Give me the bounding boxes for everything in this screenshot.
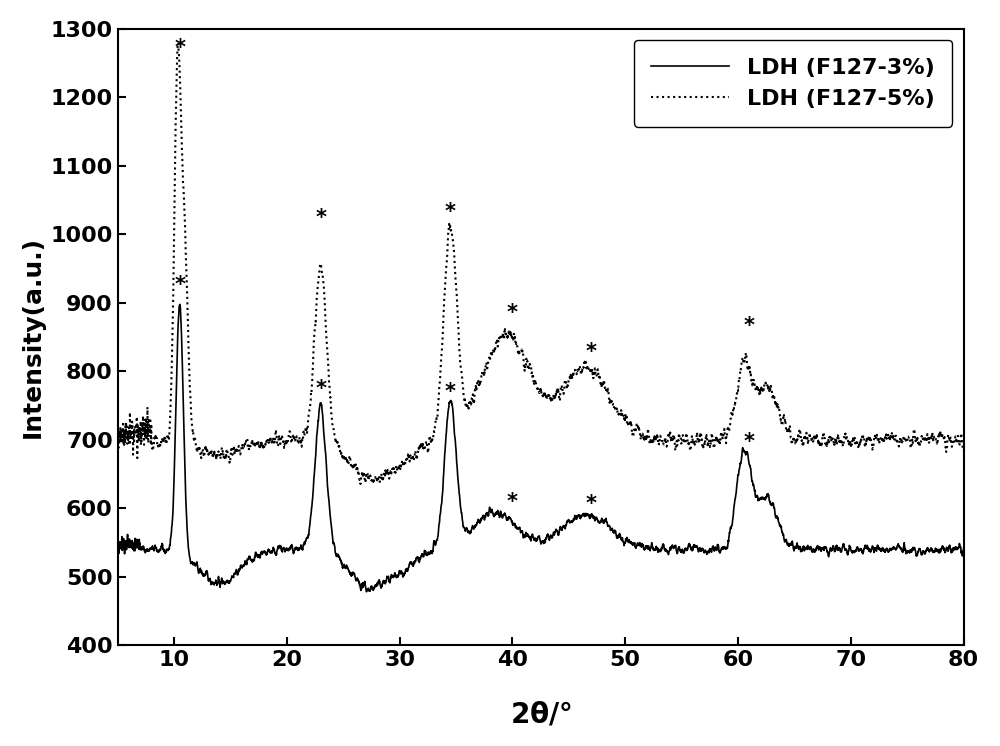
LDH (F127-3%) — [514, 524, 526, 533]
LDH (F127-3%) — [112, 542, 124, 551]
Text: *: * — [586, 494, 597, 514]
LDH (F127-5%) — [112, 424, 124, 433]
LDH (F127-5%) — [958, 446, 970, 455]
Text: *: * — [174, 37, 185, 57]
Text: $\mathbf{2\theta}$$\mathbf{/°}$: $\mathbf{2\theta}$$\mathbf{/°}$ — [510, 701, 572, 729]
LDH (F127-5%) — [172, 38, 184, 47]
LDH (F127-5%) — [890, 431, 902, 440]
LDH (F127-3%) — [727, 516, 739, 525]
LDH (F127-5%) — [727, 410, 739, 419]
LDH (F127-5%) — [467, 396, 479, 405]
LDH (F127-3%) — [890, 545, 902, 554]
Text: *: * — [315, 207, 326, 228]
Text: *: * — [744, 432, 755, 452]
LDH (F127-5%) — [474, 376, 486, 385]
LDH (F127-3%) — [958, 544, 970, 553]
Text: *: * — [445, 381, 456, 401]
Text: *: * — [445, 202, 456, 222]
Line: LDH (F127-3%): LDH (F127-3%) — [118, 304, 964, 592]
LDH (F127-3%) — [467, 524, 479, 533]
LDH (F127-3%) — [360, 587, 372, 596]
Text: *: * — [744, 316, 755, 336]
LDH (F127-5%) — [514, 347, 526, 356]
LDH (F127-3%) — [474, 517, 486, 526]
LDH (F127-3%) — [932, 545, 944, 554]
Text: *: * — [174, 275, 185, 295]
LDH (F127-5%) — [354, 480, 366, 489]
LDH (F127-5%) — [932, 434, 944, 443]
Text: *: * — [507, 304, 518, 324]
LDH (F127-3%) — [174, 300, 186, 309]
Line: LDH (F127-5%): LDH (F127-5%) — [118, 43, 964, 484]
Text: *: * — [507, 492, 518, 512]
Text: *: * — [586, 342, 597, 362]
Legend: LDH (F127-3%), LDH (F127-5%): LDH (F127-3%), LDH (F127-5%) — [634, 40, 952, 127]
Text: *: * — [315, 379, 326, 399]
Y-axis label: Intensity(a.u.): Intensity(a.u.) — [21, 236, 45, 438]
